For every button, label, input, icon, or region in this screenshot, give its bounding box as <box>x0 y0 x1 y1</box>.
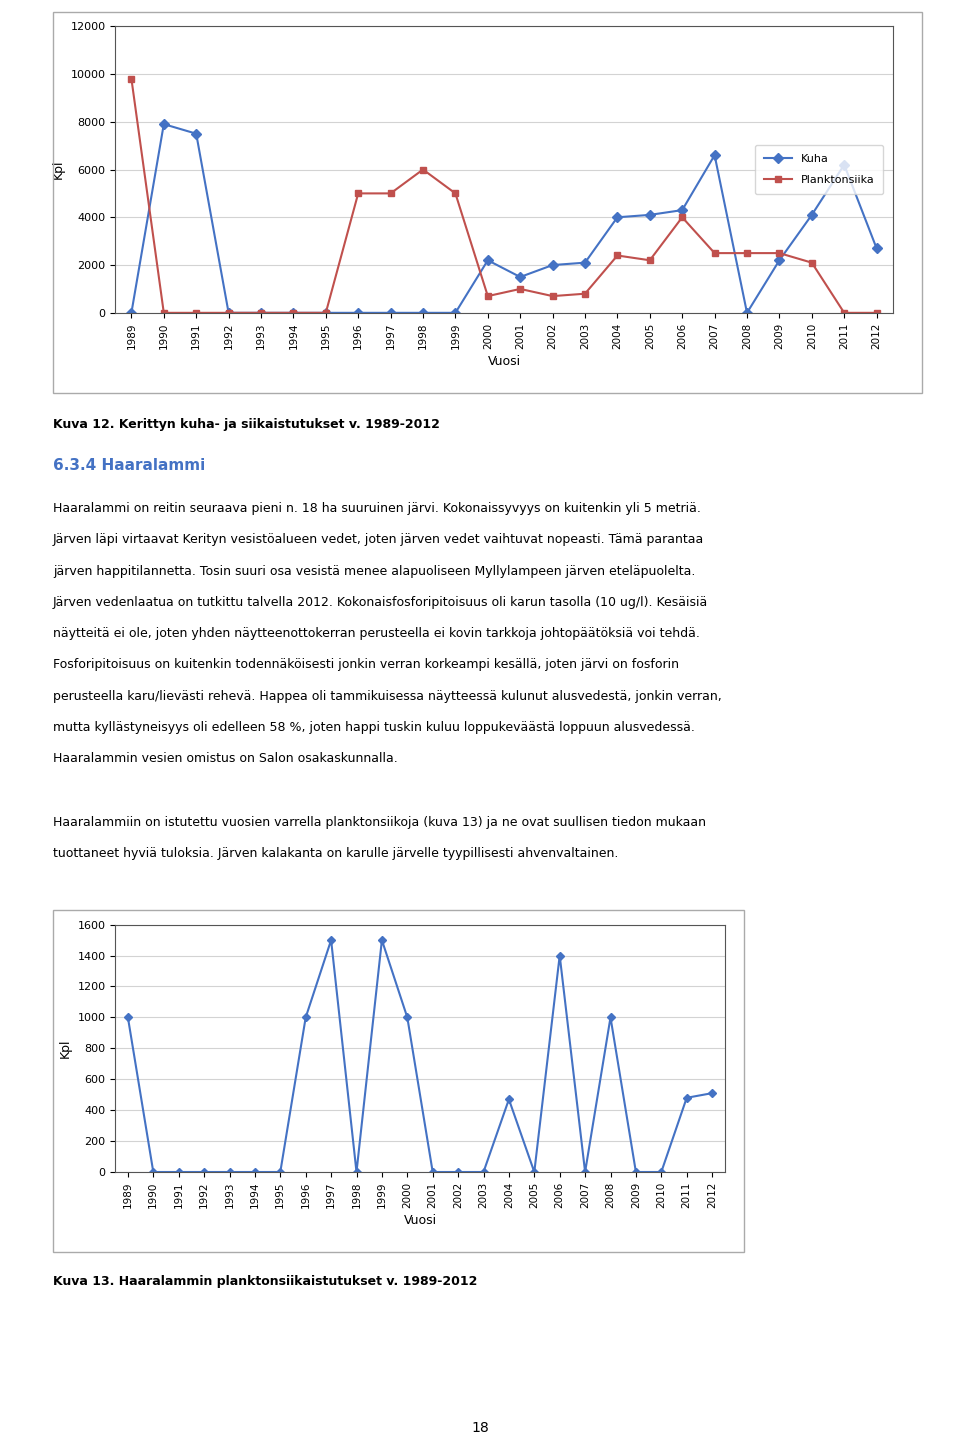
Text: Fosforipitoisuus on kuitenkin todennäköisesti jonkin verran korkeampi kesällä, j: Fosforipitoisuus on kuitenkin todennäköi… <box>53 658 679 671</box>
Text: 18: 18 <box>471 1420 489 1435</box>
Text: mutta kyllästyneisyys oli edelleen 58 %, joten happi tuskin kuluu loppukeväästä : mutta kyllästyneisyys oli edelleen 58 %,… <box>53 722 695 733</box>
Planktonsiika <box>547 288 559 306</box>
Planktonsiika <box>190 304 202 322</box>
Planktonsiika <box>126 70 137 87</box>
Kuha <box>126 304 137 322</box>
Y-axis label: Kpl: Kpl <box>59 1039 72 1058</box>
Text: Järven vedenlaatua on tutkittu talvella 2012. Kokonaisfosforipitoisuus oli karun: Järven vedenlaatua on tutkittu talvella … <box>53 597 708 608</box>
X-axis label: Vuosi: Vuosi <box>403 1213 437 1227</box>
Kuha <box>612 208 623 226</box>
Planktonsiika <box>418 162 429 179</box>
Kuha <box>158 115 170 132</box>
Kuha <box>806 207 818 224</box>
Planktonsiika <box>288 304 300 322</box>
Kuha <box>871 240 882 258</box>
Planktonsiika <box>677 208 688 226</box>
Kuha <box>774 252 785 269</box>
Planktonsiika <box>320 304 331 322</box>
Planktonsiika <box>223 304 234 322</box>
Text: järven happitilannetta. Tosin suuri osa vesistä menee alapuoliseen Myllylampeen : järven happitilannetta. Tosin suuri osa … <box>53 565 695 578</box>
Y-axis label: Kpl: Kpl <box>52 160 64 179</box>
Planktonsiika <box>774 244 785 262</box>
Planktonsiika <box>871 304 882 322</box>
Planktonsiika <box>158 304 170 322</box>
Kuha <box>515 268 526 285</box>
Legend: Kuha, Planktonsiika: Kuha, Planktonsiika <box>756 146 883 194</box>
Kuha <box>418 304 429 322</box>
Text: Haaralammiin on istutettu vuosien varrella planktonsiikoja (kuva 13) ja ne ovat : Haaralammiin on istutettu vuosien varrel… <box>53 815 706 828</box>
Kuha <box>482 252 493 269</box>
Kuha <box>677 201 688 218</box>
Planktonsiika <box>741 244 753 262</box>
Kuha <box>449 304 461 322</box>
Text: 6.3.4 Haaralammi: 6.3.4 Haaralammi <box>53 458 205 473</box>
Text: Haaralammin vesien omistus on Salon osakaskunnalla.: Haaralammin vesien omistus on Salon osak… <box>53 752 397 765</box>
Planktonsiika <box>612 247 623 265</box>
Planktonsiika <box>385 185 396 202</box>
Planktonsiika <box>449 185 461 202</box>
Text: näytteitä ei ole, joten yhden näytteenottokerran perusteella ei kovin tarkkoja j: näytteitä ei ole, joten yhden näytteenot… <box>53 627 700 640</box>
Kuha <box>352 304 364 322</box>
Text: tuottaneet hyviä tuloksia. Järven kalakanta on karulle järvelle tyypillisesti ah: tuottaneet hyviä tuloksia. Järven kalaka… <box>53 847 618 860</box>
Planktonsiika <box>515 281 526 298</box>
Kuha <box>288 304 300 322</box>
Text: Järven läpi virtaavat Kerityn vesistöalueen vedet, joten järven vedet vaihtuvat : Järven läpi virtaavat Kerityn vesistöalu… <box>53 533 704 546</box>
Kuha <box>255 304 267 322</box>
Planktonsiika <box>352 185 364 202</box>
Kuha <box>320 304 331 322</box>
Kuha <box>190 125 202 143</box>
Text: Kuva 12. Kerittyn kuha- ja siikaistutukset v. 1989-2012: Kuva 12. Kerittyn kuha- ja siikaistutuks… <box>53 418 440 431</box>
Kuha <box>708 147 720 164</box>
Planktonsiika <box>255 304 267 322</box>
Text: Kuva 13. Haaralammin planktonsiikaistutukset v. 1989-2012: Kuva 13. Haaralammin planktonsiikaistutu… <box>53 1275 477 1288</box>
Kuha <box>644 207 656 224</box>
Line: Kuha: Kuha <box>128 121 880 316</box>
Kuha <box>741 304 753 322</box>
Kuha <box>547 256 559 274</box>
Kuha <box>579 255 590 272</box>
Planktonsiika <box>579 285 590 303</box>
Planktonsiika <box>838 304 850 322</box>
Text: Haaralammi on reitin seuraava pieni n. 18 ha suuruinen järvi. Kokonaissyvyys on : Haaralammi on reitin seuraava pieni n. 1… <box>53 502 701 515</box>
X-axis label: Vuosi: Vuosi <box>488 355 520 368</box>
Line: Planktonsiika: Planktonsiika <box>128 76 880 316</box>
Planktonsiika <box>806 255 818 272</box>
Kuha <box>385 304 396 322</box>
Kuha <box>838 156 850 173</box>
Text: perusteella karu/lievästi rehevä. Happea oli tammikuisessa näytteessä kulunut al: perusteella karu/lievästi rehevä. Happea… <box>53 690 722 703</box>
Planktonsiika <box>708 244 720 262</box>
Planktonsiika <box>644 252 656 269</box>
Planktonsiika <box>482 288 493 306</box>
Kuha <box>223 304 234 322</box>
